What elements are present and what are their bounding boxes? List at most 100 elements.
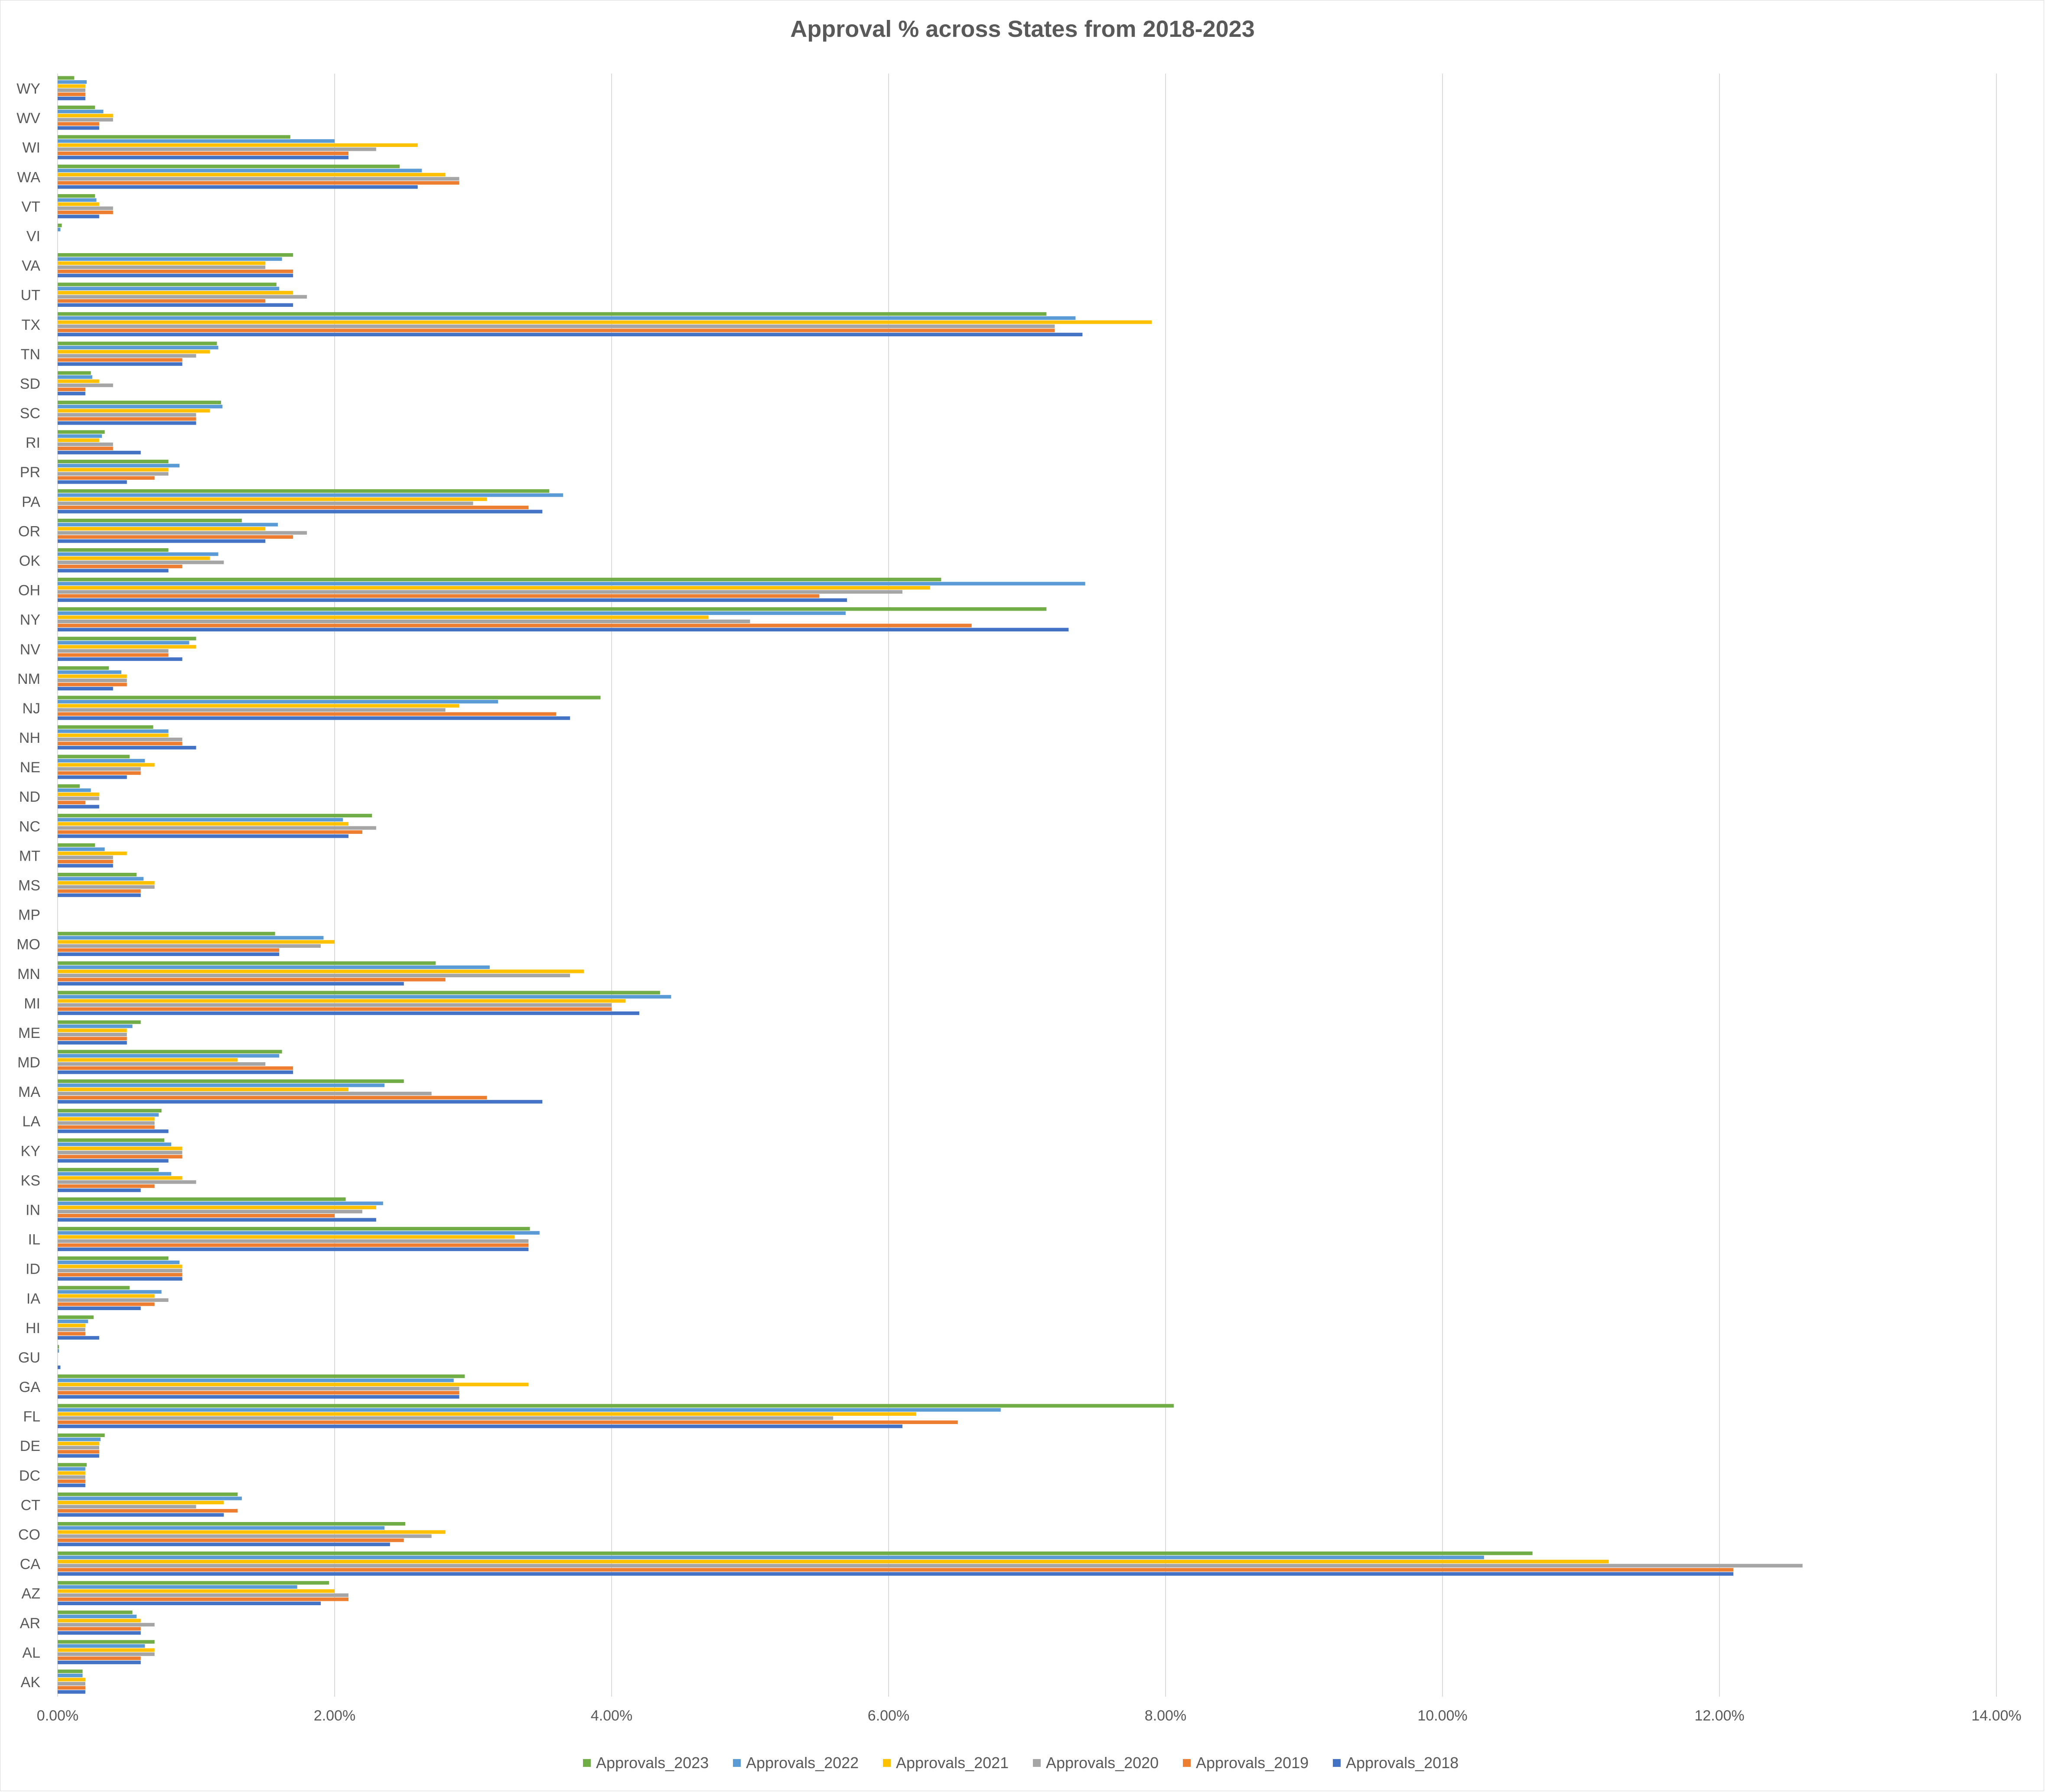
bar xyxy=(58,1180,196,1184)
bar xyxy=(58,181,459,185)
bar xyxy=(58,224,62,228)
bar xyxy=(58,1138,165,1142)
bar xyxy=(58,341,217,345)
y-tick-label: SD xyxy=(20,376,40,392)
bar xyxy=(58,1306,141,1311)
bar xyxy=(58,1505,196,1509)
bar xyxy=(58,611,846,615)
bar xyxy=(58,405,223,409)
bar xyxy=(58,1420,958,1424)
y-tick-label: MD xyxy=(17,1054,40,1071)
bar xyxy=(58,273,293,277)
bar xyxy=(58,1327,85,1332)
bar xyxy=(58,607,1047,611)
bar xyxy=(58,375,92,379)
bar xyxy=(58,1319,88,1324)
legend-swatch xyxy=(1183,1759,1191,1767)
bar xyxy=(58,767,141,771)
bar xyxy=(58,1058,238,1062)
bar xyxy=(58,135,290,139)
bar xyxy=(58,637,196,641)
bar xyxy=(58,624,972,628)
bar xyxy=(58,657,182,661)
bar xyxy=(58,1028,127,1032)
bar xyxy=(58,194,95,198)
bar xyxy=(58,1260,180,1264)
bar xyxy=(58,733,169,737)
bar xyxy=(58,594,820,598)
bar xyxy=(58,442,113,446)
y-tick-label: CA xyxy=(20,1556,41,1573)
y-tick-label: GU xyxy=(18,1350,40,1366)
bar xyxy=(58,645,196,649)
bar xyxy=(58,843,95,847)
y-tick-label: RI xyxy=(26,435,40,451)
bar xyxy=(58,270,293,273)
bar xyxy=(58,649,169,653)
y-tick-label: ID xyxy=(26,1261,40,1278)
bar xyxy=(58,1438,101,1441)
y-tick-label: AZ xyxy=(22,1586,40,1602)
bar xyxy=(58,1146,182,1151)
bar xyxy=(58,1610,133,1614)
bar xyxy=(58,1416,834,1420)
bar xyxy=(58,1669,83,1673)
y-tick-label: NC xyxy=(19,818,40,835)
bar xyxy=(58,434,102,438)
legend-swatch xyxy=(1333,1759,1341,1767)
y-tick-label: CO xyxy=(18,1527,40,1543)
bar xyxy=(58,885,155,889)
y-tick-label: VA xyxy=(22,258,40,274)
bar xyxy=(58,1324,85,1327)
bar xyxy=(58,371,91,375)
bar xyxy=(58,893,141,897)
bar xyxy=(58,1690,85,1694)
bar xyxy=(58,784,80,788)
bar xyxy=(58,1003,612,1007)
bar xyxy=(58,1619,141,1623)
y-tick-label: DE xyxy=(20,1438,40,1454)
chart-title: Approval % across States from 2018-2023 xyxy=(790,16,1255,42)
bar xyxy=(58,1298,169,1302)
bar xyxy=(58,472,169,476)
bar xyxy=(58,1652,155,1656)
bar xyxy=(58,1450,99,1454)
bar xyxy=(58,387,85,391)
y-tick-label: TN xyxy=(21,346,40,363)
bar xyxy=(58,788,91,792)
bar xyxy=(58,859,113,864)
bar xyxy=(58,1572,1733,1576)
legend-label: Approvals_2020 xyxy=(1046,1754,1159,1772)
bar xyxy=(58,1109,162,1113)
bar xyxy=(58,1214,335,1218)
bar xyxy=(58,855,113,859)
bar xyxy=(58,965,490,969)
y-tick-label: NJ xyxy=(22,700,40,717)
bar xyxy=(58,122,99,126)
bar xyxy=(58,1054,280,1058)
bar xyxy=(58,1117,155,1121)
bar xyxy=(58,1176,182,1180)
bar xyxy=(58,822,348,826)
bar xyxy=(58,1197,346,1201)
bar xyxy=(58,459,169,464)
bar xyxy=(58,826,376,830)
y-tick-label: DC xyxy=(19,1467,40,1484)
bar xyxy=(58,759,145,763)
bar xyxy=(58,1454,99,1458)
bar xyxy=(58,889,141,893)
bar xyxy=(58,430,105,434)
bar xyxy=(58,1387,459,1391)
bar xyxy=(58,969,584,973)
bar xyxy=(58,725,153,729)
bar xyxy=(58,1121,155,1125)
bar xyxy=(58,1522,405,1526)
bar xyxy=(58,1648,155,1652)
bar xyxy=(58,961,436,965)
bar xyxy=(58,1379,454,1382)
bar xyxy=(58,683,127,686)
bar xyxy=(58,468,169,472)
bar xyxy=(58,1011,639,1015)
bar xyxy=(58,670,121,674)
bar xyxy=(58,1294,155,1298)
